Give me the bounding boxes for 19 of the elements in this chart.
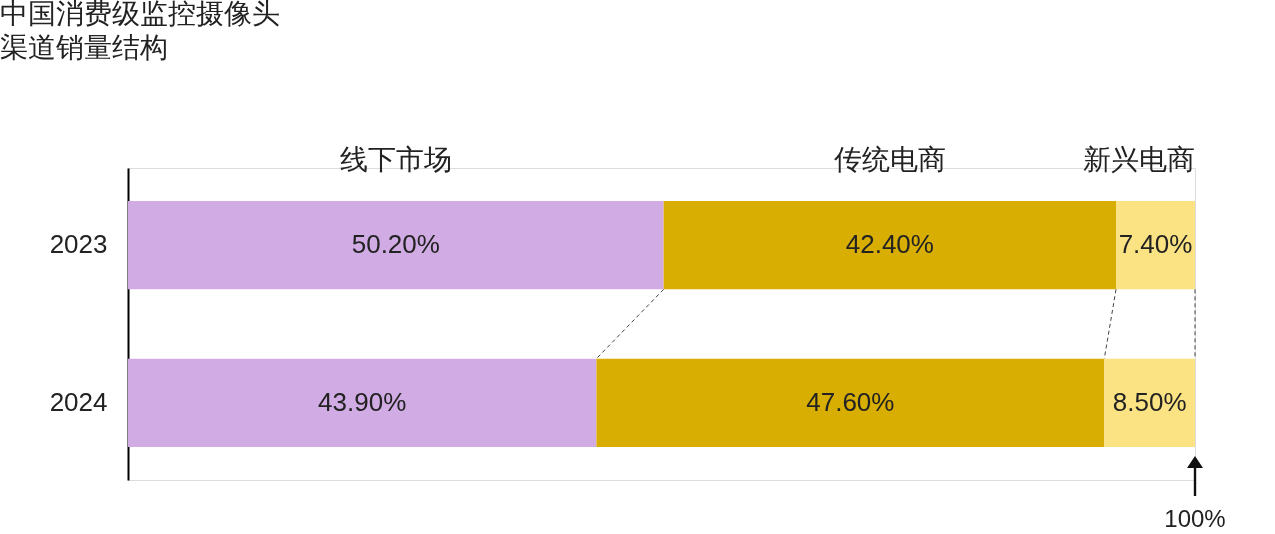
bar — [1104, 358, 1195, 447]
bar — [596, 358, 1105, 447]
bar — [128, 358, 597, 447]
bar — [128, 201, 664, 290]
chart-title: 中国消费级监控摄像头渠道销量结构 — [0, 0, 280, 64]
data-label: 7.40% — [1118, 229, 1193, 260]
bar — [1116, 201, 1195, 290]
series-label: 线下市场 — [339, 144, 452, 176]
bar — [663, 201, 1117, 290]
data-label: 50.20% — [351, 229, 440, 260]
series-label: 传统电商 — [833, 144, 946, 176]
data-label: 43.90% — [318, 386, 407, 417]
data-label: 47.60% — [806, 386, 895, 417]
data-label: 8.50% — [1112, 386, 1187, 417]
data-label: 42.40% — [845, 229, 934, 260]
text: 100% — [1164, 505, 1226, 532]
y-tick-label: 2024 — [49, 386, 108, 417]
series-label: 新兴电商 — [1083, 144, 1195, 176]
y-tick-label: 2023 — [49, 229, 108, 260]
